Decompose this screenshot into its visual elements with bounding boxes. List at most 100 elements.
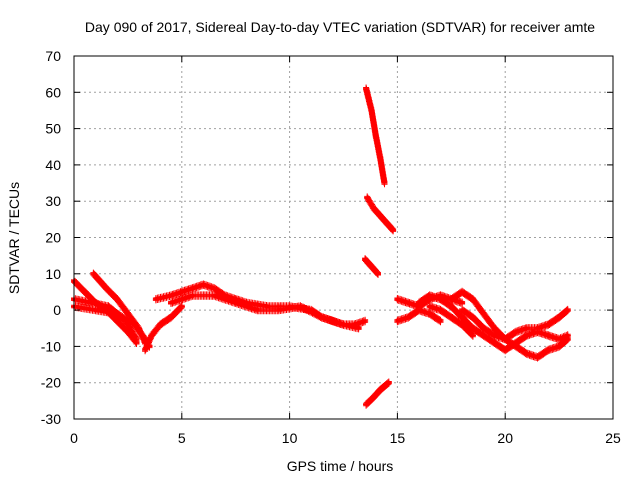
data-series-trace-11 — [363, 378, 392, 409]
y-tick-label: 70 — [45, 48, 61, 64]
data-series-trace-16 — [459, 305, 571, 344]
data-point — [362, 317, 369, 324]
data-point — [297, 303, 304, 310]
data-point — [178, 303, 185, 310]
data-point — [88, 299, 95, 306]
y-tick-label: 0 — [53, 302, 61, 318]
data-point — [415, 307, 422, 314]
data-point — [534, 354, 541, 361]
data-point — [469, 325, 476, 332]
data-point — [469, 314, 476, 321]
data-point — [114, 296, 121, 303]
data-point — [135, 325, 142, 332]
data-point — [168, 292, 175, 299]
y-tick-label: -30 — [41, 411, 61, 427]
x-tick-label: 10 — [282, 430, 298, 446]
data-point — [370, 205, 377, 212]
data-point — [390, 227, 397, 234]
data-point — [362, 256, 369, 263]
data-point — [133, 336, 140, 343]
data-point — [491, 332, 498, 339]
data-point — [178, 288, 185, 295]
data-point — [556, 336, 563, 343]
chart-title: Day 090 of 2017, Sidereal Day-to-day VTE… — [85, 19, 595, 35]
y-tick-label: 10 — [45, 266, 61, 282]
data-point — [232, 299, 239, 306]
data-point — [405, 314, 412, 321]
data-point — [480, 332, 487, 339]
data-point — [512, 343, 519, 350]
data-point — [480, 310, 487, 317]
data-point — [545, 347, 552, 354]
data-point — [381, 180, 388, 187]
data-point — [372, 132, 379, 139]
data-point — [556, 343, 563, 350]
data-point — [142, 347, 149, 354]
data-point — [512, 328, 519, 335]
data-point — [114, 310, 121, 317]
y-tick-label: 40 — [45, 157, 61, 173]
axis-ticks: 0 5 10 15 20 25 -30 -20 -10 0 10 20 30 40 50 60 70 — [41, 48, 621, 446]
data-point — [564, 336, 571, 343]
data-point — [426, 303, 433, 310]
data-point — [502, 347, 509, 354]
data-point — [152, 296, 159, 303]
data-point — [426, 292, 433, 299]
data-point — [364, 194, 371, 201]
data-point — [448, 314, 455, 321]
data-point — [92, 307, 99, 314]
data-point — [459, 288, 466, 295]
data-point — [394, 296, 401, 303]
data-point — [459, 307, 466, 314]
data-series-trace-14 — [415, 291, 571, 355]
data-point — [275, 307, 282, 314]
data-point — [363, 85, 370, 92]
y-tick-label: 60 — [45, 84, 61, 100]
data-point — [318, 314, 325, 321]
data-point — [459, 314, 466, 321]
data-series-trace-8 — [363, 84, 388, 188]
data-point — [502, 336, 509, 343]
data-point — [374, 270, 381, 277]
data-point — [459, 321, 466, 328]
data-point — [437, 307, 444, 314]
data-point — [148, 332, 155, 339]
data-series-trace-17 — [426, 302, 476, 340]
data-series-trace-10 — [362, 255, 381, 278]
data-point — [448, 296, 455, 303]
x-tick-label: 20 — [497, 430, 513, 446]
data-point — [426, 310, 433, 317]
data-point — [90, 270, 97, 277]
data-point — [368, 263, 375, 270]
x-axis-label: GPS time / hours — [287, 458, 394, 474]
y-tick-label: -20 — [41, 375, 61, 391]
data-point — [491, 325, 498, 332]
data-point — [469, 296, 476, 303]
data-point — [377, 212, 384, 219]
data-point — [405, 299, 412, 306]
y-tick-label: 20 — [45, 230, 61, 246]
data-point — [377, 154, 384, 161]
data-point — [523, 350, 530, 357]
data-point — [394, 317, 401, 324]
data-point — [211, 285, 218, 292]
data-point — [355, 325, 362, 332]
data-point — [545, 321, 552, 328]
x-tick-label: 0 — [70, 430, 78, 446]
data-point — [469, 332, 476, 339]
data-point — [556, 314, 563, 321]
data-point — [459, 299, 466, 306]
x-tick-label: 15 — [390, 430, 406, 446]
data-point — [377, 386, 384, 393]
x-tick-label: 25 — [605, 430, 621, 446]
data-point — [415, 299, 422, 306]
data-point — [523, 325, 530, 332]
grid — [74, 56, 613, 419]
data-point — [157, 321, 164, 328]
data-series-trace-7 — [168, 291, 362, 333]
data-series-trace-9 — [364, 193, 397, 235]
data-point — [168, 314, 175, 321]
data-point — [491, 339, 498, 346]
y-tick-label: 30 — [45, 193, 61, 209]
